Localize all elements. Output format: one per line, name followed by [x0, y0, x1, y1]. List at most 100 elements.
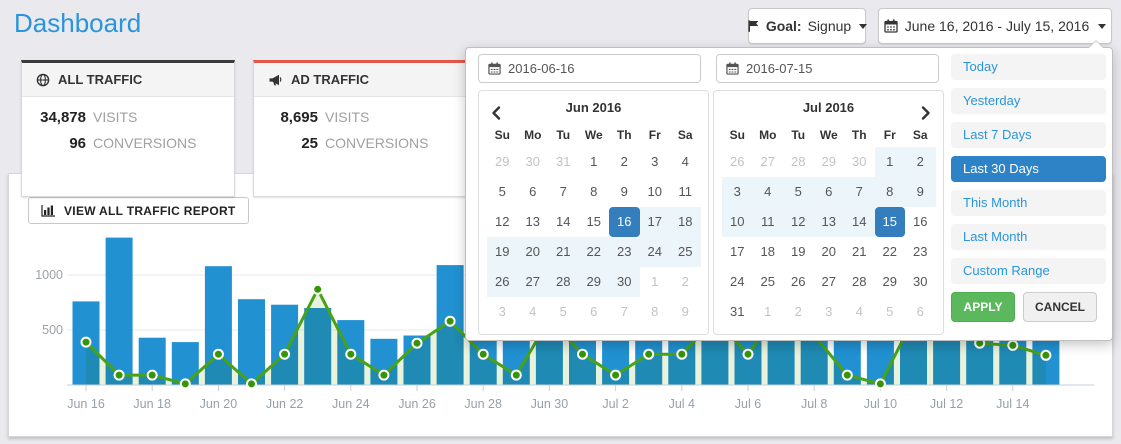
day-cell[interactable]: 3	[825, 304, 833, 319]
day-cell[interactable]: 27	[760, 154, 775, 169]
day-cell[interactable]: 4	[752, 177, 783, 207]
day-cell[interactable]: 17	[730, 244, 745, 259]
day-cell[interactable]: 10	[722, 207, 753, 237]
day-cell[interactable]: 8	[590, 184, 598, 199]
day-cell[interactable]: 28	[852, 274, 867, 289]
range-option-last-30-days[interactable]: Last 30 Days	[951, 156, 1106, 182]
day-cell[interactable]: 26	[487, 267, 518, 297]
range-option-last-month[interactable]: Last Month	[951, 224, 1106, 250]
day-cell[interactable]: 30	[913, 274, 928, 289]
prev-month-button[interactable]	[489, 100, 505, 120]
day-cell[interactable]: 17	[639, 207, 670, 237]
day-cell[interactable]: 3	[722, 177, 753, 207]
day-cell[interactable]: 24	[639, 237, 670, 267]
day-cell[interactable]: 1	[651, 274, 659, 289]
range-option-yesterday[interactable]: Yesterday	[951, 88, 1106, 114]
range-option-today[interactable]: Today	[951, 54, 1106, 80]
day-cell[interactable]: 2	[681, 274, 689, 289]
day-cell[interactable]: 9	[681, 304, 689, 319]
goal-dropdown-button[interactable]: Goal: Signup	[748, 8, 868, 44]
day-cell[interactable]: 20	[517, 237, 548, 267]
day-cell[interactable]: 18	[760, 244, 775, 259]
day-cell[interactable]: 7	[620, 304, 628, 319]
day-cell[interactable]: 3	[498, 304, 506, 319]
day-cell[interactable]: 4	[681, 154, 689, 169]
day-cell[interactable]: 27	[517, 267, 548, 297]
day-cell[interactable]: 12	[495, 214, 510, 229]
day-grid[interactable]: 26 27 28 29 30 1 2 3 4 5 6 7 8 9 10 11 12 13 14 15 16 17 18 19 2…	[714, 147, 943, 327]
day-cell[interactable]: 21	[852, 244, 867, 259]
day-cell[interactable]: 22	[578, 237, 609, 267]
day-cell[interactable]: 6	[590, 304, 598, 319]
day-cell[interactable]: 5	[886, 304, 894, 319]
apply-button[interactable]: APPLY	[951, 292, 1015, 322]
day-cell[interactable]: 3	[651, 154, 659, 169]
end-date-input[interactable]: 2016-07-15	[716, 54, 939, 83]
day-cell[interactable]: 25	[760, 274, 775, 289]
day-cell[interactable]: 2	[794, 304, 802, 319]
range-option-last-7-days[interactable]: Last 7 Days	[951, 122, 1106, 148]
day-cell[interactable]: 9	[905, 177, 936, 207]
day-cell[interactable]: 2	[620, 154, 628, 169]
day-cell[interactable]: 20	[821, 244, 836, 259]
day-cell[interactable]: 1	[764, 304, 772, 319]
day-cell[interactable]: 14	[556, 214, 571, 229]
day-cell[interactable]: 7	[844, 177, 875, 207]
day-cell[interactable]: 22	[882, 244, 897, 259]
day-cell[interactable]: 15	[874, 207, 905, 237]
day-cell[interactable]: 28	[791, 154, 806, 169]
start-date-input[interactable]: 2016-06-16	[478, 54, 701, 83]
day-cell[interactable]: 30	[525, 154, 540, 169]
day-cell[interactable]: 2	[905, 147, 936, 177]
day-cell[interactable]: 5	[783, 177, 814, 207]
day-cell[interactable]: 29	[578, 267, 609, 297]
day-cell[interactable]: 6	[916, 304, 924, 319]
view-all-traffic-report-button[interactable]: VIEW ALL TRAFFIC REPORT	[28, 197, 249, 224]
day-cell[interactable]: 6	[813, 177, 844, 207]
day-cell[interactable]: 16	[913, 214, 928, 229]
day-cell[interactable]: 4	[529, 304, 537, 319]
day-cell[interactable]: 10	[647, 184, 662, 199]
date-range-button[interactable]: June 16, 2016 - July 15, 2016	[878, 8, 1112, 44]
day-cell[interactable]: 1	[590, 154, 598, 169]
day-cell[interactable]: 23	[913, 244, 928, 259]
next-month-button[interactable]	[917, 100, 933, 120]
range-option-this-month[interactable]: This Month	[951, 190, 1106, 216]
day-cell[interactable]: 31	[556, 154, 571, 169]
day-cell[interactable]: 9	[620, 184, 628, 199]
day-cell[interactable]: 1	[874, 147, 905, 177]
day-cell[interactable]: 5	[559, 304, 567, 319]
day-cell[interactable]: 18	[670, 207, 701, 237]
cancel-button[interactable]: CANCEL	[1023, 292, 1097, 322]
day-cell[interactable]: 8	[874, 177, 905, 207]
day-cell[interactable]: 15	[586, 214, 601, 229]
range-option-custom-range[interactable]: Custom Range	[951, 258, 1106, 284]
day-cell[interactable]: 28	[548, 267, 579, 297]
day-cell[interactable]: 19	[791, 244, 806, 259]
day-cell[interactable]: 11	[752, 207, 783, 237]
day-cell[interactable]: 12	[783, 207, 814, 237]
day-cell[interactable]: 30	[609, 267, 640, 297]
day-cell[interactable]: 6	[529, 184, 537, 199]
day-cell[interactable]: 25	[670, 237, 701, 267]
day-cell[interactable]: 5	[498, 184, 506, 199]
day-cell[interactable]: 21	[548, 237, 579, 267]
day-cell[interactable]: 29	[821, 154, 836, 169]
day-cell[interactable]: 29	[882, 274, 897, 289]
day-cell[interactable]: 8	[651, 304, 659, 319]
day-cell[interactable]: 11	[678, 184, 693, 199]
day-cell[interactable]: 19	[487, 237, 518, 267]
day-cell[interactable]: 24	[730, 274, 745, 289]
day-cell[interactable]: 13	[813, 207, 844, 237]
day-cell[interactable]: 13	[525, 214, 540, 229]
day-cell[interactable]: 29	[495, 154, 510, 169]
day-cell[interactable]: 27	[821, 274, 836, 289]
day-cell[interactable]: 31	[730, 304, 745, 319]
day-cell[interactable]: 23	[609, 237, 640, 267]
day-cell[interactable]: 30	[852, 154, 867, 169]
day-cell[interactable]: 4	[855, 304, 863, 319]
day-cell[interactable]: 16	[609, 207, 640, 237]
day-cell[interactable]: 7	[559, 184, 567, 199]
day-cell[interactable]: 26	[730, 154, 745, 169]
day-cell[interactable]: 26	[791, 274, 806, 289]
